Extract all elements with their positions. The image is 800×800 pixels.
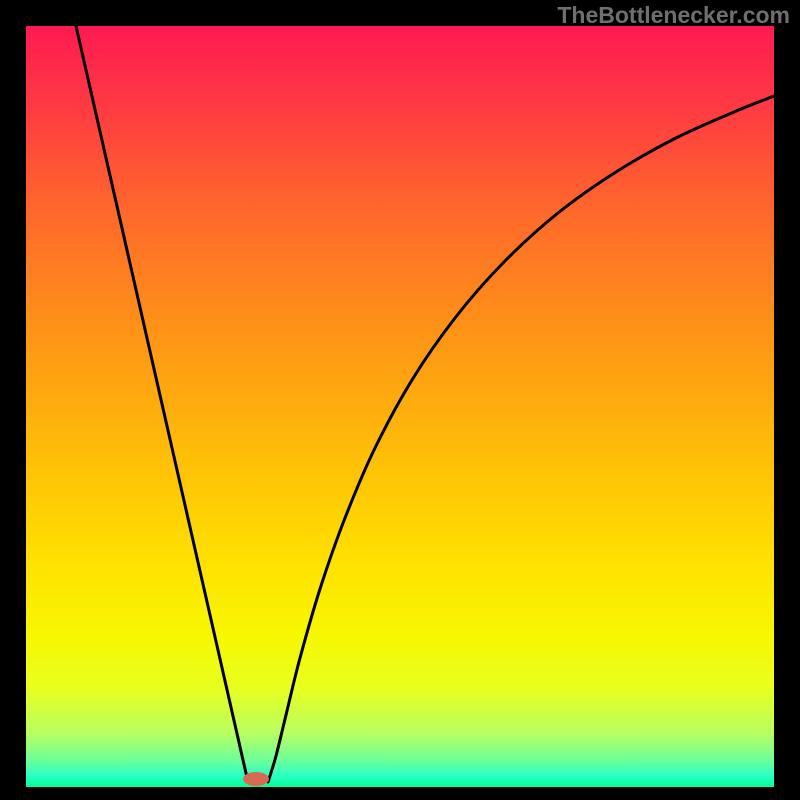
v-curve-left (76, 26, 248, 782)
curve-layer (0, 0, 800, 800)
chart-container: TheBottlenecker.com (0, 0, 800, 800)
vertex-marker (243, 772, 269, 786)
v-curve-right (268, 96, 774, 782)
watermark-text: TheBottlenecker.com (557, 2, 790, 29)
